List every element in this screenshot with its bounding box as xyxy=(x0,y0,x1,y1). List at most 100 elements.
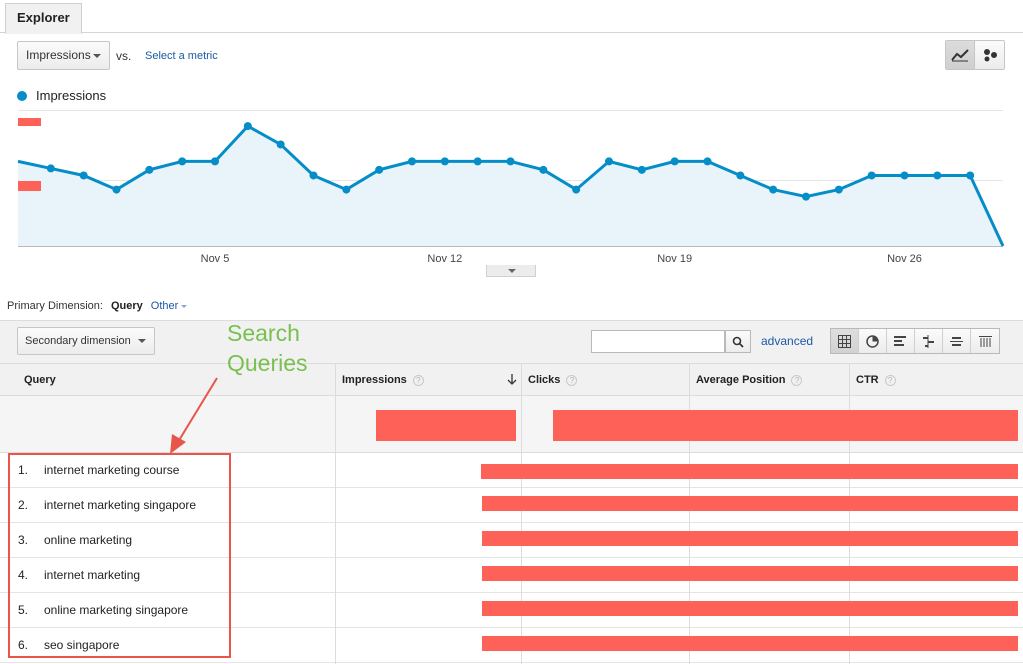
table-row[interactable]: 6. seo singapore xyxy=(0,628,1023,663)
data-point[interactable] xyxy=(802,192,810,201)
data-point[interactable] xyxy=(375,165,384,174)
data-point[interactable] xyxy=(211,157,219,166)
primary-dimension-label: Primary Dimension: xyxy=(7,300,103,312)
data-point[interactable] xyxy=(145,165,154,174)
annotation-line-2: Queries xyxy=(227,350,308,376)
column-divider xyxy=(335,363,336,664)
annotation-label: Search Queries xyxy=(227,318,308,378)
data-point[interactable] xyxy=(637,165,646,174)
data-point[interactable] xyxy=(243,122,252,131)
advanced-filter-link[interactable]: advanced xyxy=(761,334,814,348)
column-header-query[interactable]: Query xyxy=(24,374,56,386)
comparison-view-button[interactable] xyxy=(915,329,943,353)
metric-dropdown[interactable]: Impressions xyxy=(17,41,110,70)
secondary-dimension-dropdown[interactable]: Secondary dimension xyxy=(17,327,155,355)
line-chart-icon xyxy=(951,49,969,62)
data-point[interactable] xyxy=(178,157,187,166)
search-button[interactable] xyxy=(725,330,751,353)
search-icon xyxy=(732,336,744,348)
data-point[interactable] xyxy=(834,185,843,194)
pivot-view-button[interactable] xyxy=(971,329,999,353)
data-point[interactable] xyxy=(539,165,548,174)
query-cell[interactable]: internet marketing singapore xyxy=(44,498,197,512)
redacted-row-values xyxy=(481,464,1018,479)
query-cell[interactable]: internet marketing xyxy=(44,568,141,582)
column-header-clicks[interactable]: Clicks? xyxy=(528,364,578,396)
motion-chart-button[interactable] xyxy=(975,41,1004,69)
column-divider xyxy=(689,363,690,664)
data-point[interactable] xyxy=(46,164,55,173)
query-cell[interactable]: internet marketing course xyxy=(44,463,180,477)
help-icon[interactable]: ? xyxy=(412,374,424,386)
x-axis-ticks: Nov 5 Nov 12 Nov 19 Nov 26 xyxy=(201,253,922,265)
data-view-button[interactable] xyxy=(831,329,859,353)
vs-label: vs. xyxy=(116,49,132,63)
redacted-row-values xyxy=(482,566,1018,581)
data-point[interactable] xyxy=(670,157,679,166)
row-index: 1. xyxy=(18,463,29,477)
data-point[interactable] xyxy=(473,157,482,166)
dimension-query[interactable]: Query xyxy=(110,300,143,312)
redacted-axis-label xyxy=(18,181,41,191)
data-point[interactable] xyxy=(966,171,975,180)
line-chart-button[interactable] xyxy=(946,41,976,69)
data-point[interactable] xyxy=(440,157,449,166)
dimension-other-label: Other xyxy=(150,300,179,312)
data-point[interactable] xyxy=(276,140,285,149)
data-point[interactable] xyxy=(736,171,745,180)
table-row[interactable]: 2. internet marketing singapore xyxy=(0,488,1023,523)
help-icon[interactable]: ? xyxy=(884,374,896,386)
data-point[interactable] xyxy=(408,157,416,166)
data-point[interactable] xyxy=(112,185,121,194)
data-point[interactable] xyxy=(769,185,778,194)
percentage-view-button[interactable] xyxy=(859,329,887,353)
data-point[interactable] xyxy=(900,171,909,180)
bubble-chart-icon xyxy=(983,49,997,62)
annotation-arrow xyxy=(170,377,218,454)
bar-chart-icon xyxy=(894,335,906,346)
data-point[interactable] xyxy=(309,171,318,180)
table-row[interactable]: 4. internet marketing xyxy=(0,558,1023,593)
tab-bar: Explorer xyxy=(0,0,1023,34)
help-icon[interactable]: ? xyxy=(566,374,578,386)
data-point[interactable] xyxy=(572,185,581,194)
data-point[interactable] xyxy=(703,157,712,166)
query-cell[interactable]: online marketing singapore xyxy=(44,603,189,617)
table-row[interactable]: 1. internet marketing course xyxy=(0,453,1023,488)
impressions-line-chart: Nov 5 Nov 12 Nov 19 Nov 26 xyxy=(17,110,1005,265)
impressions-area xyxy=(18,126,1003,246)
chart-collapse-handle[interactable] xyxy=(486,265,536,277)
performance-view-button[interactable] xyxy=(887,329,915,353)
columns-icon xyxy=(978,335,992,347)
table-search-input[interactable] xyxy=(591,330,725,353)
comparison-icon xyxy=(923,334,934,348)
help-icon[interactable]: ? xyxy=(791,374,803,386)
chart-type-toggle xyxy=(945,40,1005,70)
sort-descending-icon[interactable] xyxy=(507,374,517,386)
data-point[interactable] xyxy=(867,171,876,180)
data-point[interactable] xyxy=(605,157,613,166)
column-header-impressions[interactable]: Impressions? xyxy=(342,364,424,396)
select-metric-link[interactable]: Select a metric xyxy=(145,50,218,62)
secondary-dimension-label: Secondary dimension xyxy=(25,335,131,347)
column-header-ctr[interactable]: CTR? xyxy=(856,364,896,396)
table-row[interactable]: 5. online marketing singapore xyxy=(0,593,1023,628)
column-header-average-position[interactable]: Average Position? xyxy=(696,364,803,396)
table-row[interactable]: 3. online marketing xyxy=(0,523,1023,558)
data-point[interactable] xyxy=(79,171,88,180)
x-tick-label: Nov 26 xyxy=(887,253,922,265)
data-point[interactable] xyxy=(342,185,351,194)
pivot-icon xyxy=(950,336,963,346)
data-point[interactable] xyxy=(506,157,515,166)
query-cell[interactable]: seo singapore xyxy=(44,638,120,652)
chevron-down-icon xyxy=(181,304,188,308)
query-cell[interactable]: online marketing xyxy=(44,533,133,547)
tab-explorer[interactable]: Explorer xyxy=(5,3,82,34)
redacted-total-impressions xyxy=(376,410,516,441)
data-point[interactable] xyxy=(933,171,942,180)
redacted-row-values xyxy=(482,601,1018,616)
x-tick-label: Nov 19 xyxy=(657,253,692,265)
term-cloud-view-button[interactable] xyxy=(943,329,971,353)
row-index: 2. xyxy=(18,498,29,512)
dimension-other[interactable]: Other xyxy=(151,300,188,312)
